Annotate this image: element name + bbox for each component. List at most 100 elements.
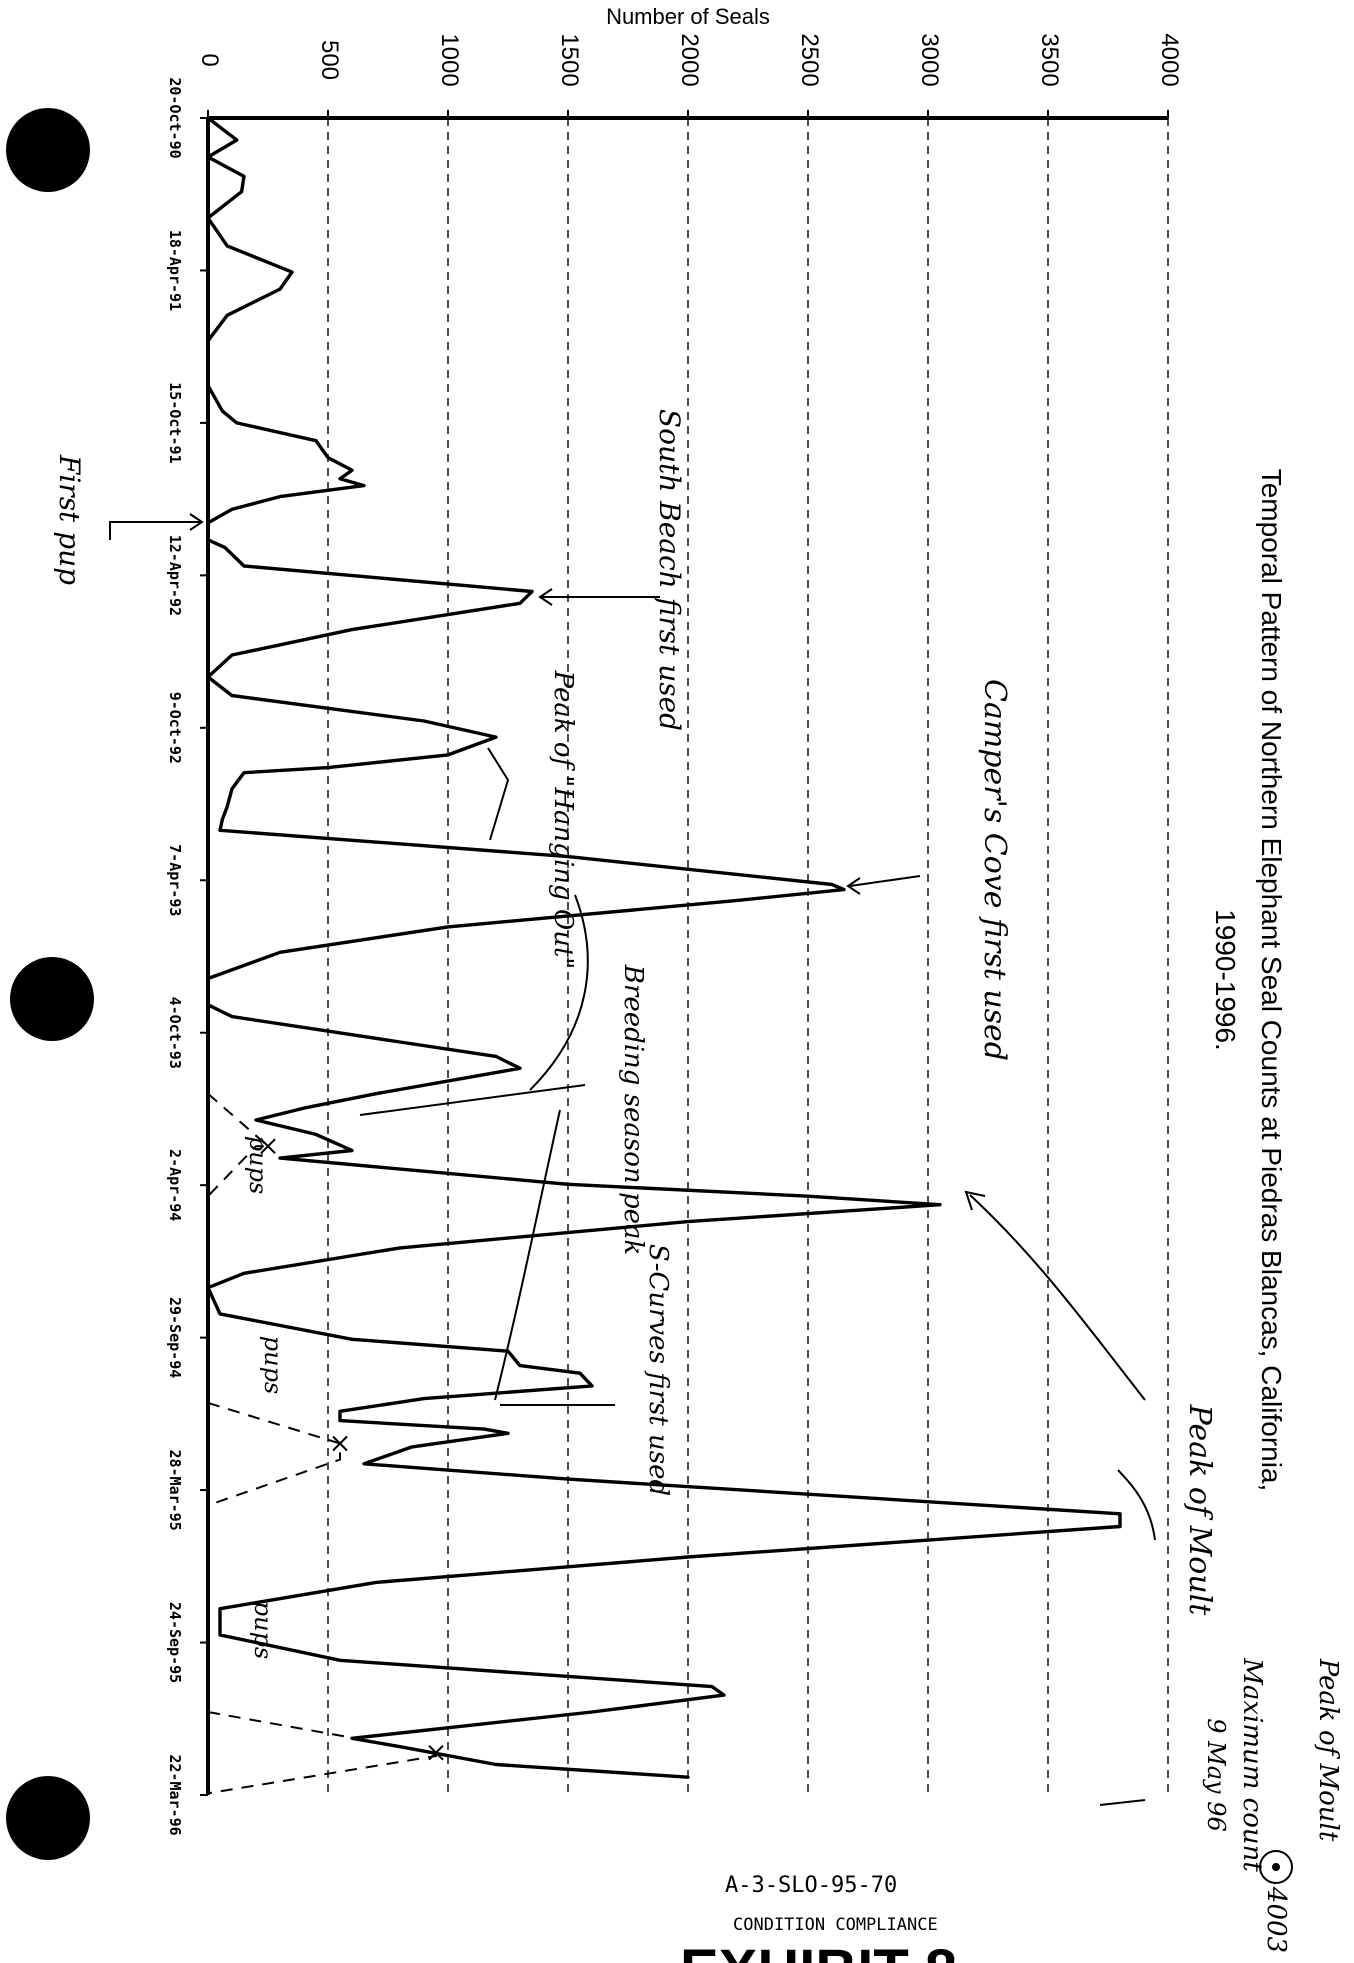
stamp-condition: CONDITION COMPLIANCE (733, 1915, 938, 1935)
y-tick-label-4000: 4000 (1156, 33, 1183, 86)
grid-layer (327, 118, 1169, 1795)
x-tick-label-18-Apr-91: 18-Apr-91 (166, 230, 184, 311)
y-tick-label-1000: 1000 (436, 33, 463, 86)
x-tick-group-15-Oct-91: 15-Oct-91 (166, 382, 184, 463)
chart-title-group: Temporal Pattern of Northern Elephant Se… (1256, 469, 1287, 1492)
binder-hole-icon (6, 108, 90, 192)
campers-cove-arrowhead (846, 877, 861, 895)
max-value-label: 4003 (1261, 1886, 1291, 1953)
south-beach-arrowhead (538, 588, 553, 606)
scurves-note: S-Curves first used (643, 1244, 673, 1496)
pups-dashed-line-2 (207, 1401, 341, 1507)
series-layer (206, 116, 1122, 1779)
x-tick-label-7-Apr-93: 7-Apr-93 (166, 844, 184, 916)
x-tick-group-12-Apr-92: 12-Apr-92 (166, 535, 184, 616)
pups-note-1: pups (244, 1136, 272, 1195)
moult-arrowhead (964, 1190, 986, 1211)
x-tick-label-9-Oct-92: 9-Oct-92 (166, 692, 184, 764)
x-tick-group-2-Apr-94: 2-Apr-94 (166, 1149, 184, 1221)
campers-cove-arrow (849, 875, 921, 887)
y-tick-label-3500: 3500 (1036, 33, 1063, 86)
pups-label-1: pups (244, 1136, 272, 1195)
breeding-note: Breeding season peak (618, 964, 648, 1255)
y-tick-group-0: 0 (196, 53, 223, 66)
pups-label-3: pups (249, 1601, 277, 1660)
hanging-out-arrow (487, 747, 510, 841)
y-tick-group-1500: 1500 (556, 33, 583, 86)
y-tick-group-2500: 2500 (796, 33, 823, 86)
max-arrow (1099, 1799, 1146, 1806)
x-tick-group-9-Oct-92: 9-Oct-92 (166, 692, 184, 764)
x-tick-group-7-Apr-93: 7-Apr-93 (166, 844, 184, 916)
moult-label: Peak of Moult (1182, 1404, 1217, 1617)
x-tick-label-4-Oct-93: 4-Oct-93 (166, 997, 184, 1069)
x-tick-group-24-Sep-95: 24-Sep-95 (166, 1602, 184, 1683)
x-tick-group-22-Mar-96: 22-Mar-96 (166, 1754, 184, 1835)
exhibit-label: EXHIBIT 8 (680, 1938, 957, 1963)
pups-dashed-line-3 (207, 1711, 437, 1795)
x-tick-label-12-Apr-92: 12-Apr-92 (166, 535, 184, 616)
stamp-case-number: A-3-SLO-95-70 (725, 1873, 897, 1898)
moult-arrow (969, 1194, 1146, 1401)
y-tick-label-0: 0 (196, 53, 223, 66)
max-date-label: 9 May 96 (1202, 1718, 1230, 1832)
axis-layer (206, 116, 1168, 1795)
y-tick-group-500: 500 (316, 40, 343, 80)
binder-hole-icon (10, 957, 94, 1041)
breeding-label: Breeding season peak (618, 964, 648, 1255)
pups-label-2: pups (259, 1336, 287, 1395)
y-tick-group-2000: 2000 (676, 33, 703, 86)
peak-moult-label: Peak of Moult (1313, 1658, 1343, 1842)
campers-cove-label: Camper's Cove first used (977, 679, 1012, 1061)
pups-peak-marker-2 (332, 1435, 348, 1452)
binder-hole-icon (6, 1776, 90, 1860)
chart-title: Temporal Pattern of Northern Elephant Se… (1256, 469, 1287, 1492)
x-tick-label-24-Sep-95: 24-Sep-95 (166, 1602, 184, 1683)
y-axis-title: Number of Seals (606, 4, 770, 29)
max-circle (1259, 1850, 1293, 1884)
pups-peak-marker-1 (260, 1138, 276, 1154)
y-tick-label-1500: 1500 (556, 33, 583, 86)
campers-cove-note: Camper's Cove first used (977, 679, 1012, 1061)
x-tick-label-20-Oct-90: 20-Oct-90 (166, 77, 184, 158)
x-tick-label-15-Oct-91: 15-Oct-91 (166, 382, 184, 463)
x-tick-group-18-Apr-91: 18-Apr-91 (166, 230, 184, 311)
pups-note-2: pups (259, 1336, 287, 1395)
series-line-1 (206, 116, 1122, 1779)
y-tick-label-2500: 2500 (796, 33, 823, 86)
y-tick-group-1000: 1000 (436, 33, 463, 86)
x-tick-group-28-Mar-95: 28-Mar-95 (166, 1449, 184, 1530)
x-tick-group-29-Sep-94: 29-Sep-94 (166, 1297, 184, 1378)
pups-dashed-line-1 (207, 1092, 271, 1197)
hanging-out-note: Peak of "Hanging Out" (548, 670, 578, 970)
first-pup-arrowhead (189, 513, 204, 531)
breeding-arrow-2 (494, 1109, 561, 1401)
x-tick-group-20-Oct-90: 20-Oct-90 (166, 77, 184, 158)
annotation-layer (109, 513, 1293, 1884)
moult-hook (1117, 1469, 1156, 1541)
first-pup-note: First pup (53, 454, 86, 585)
first-pup-label: First pup (53, 454, 86, 585)
moult-note: Peak of Moult (1182, 1404, 1217, 1617)
pups-note-3: pups (249, 1601, 277, 1660)
hanging-out-arrow-2 (529, 894, 589, 1091)
tick-layer: 0 500 1000 1500 2000 2500 3000 3500 4000 20-Oct-9… (166, 33, 1183, 1835)
x-tick-label-2-Apr-94: 2-Apr-94 (166, 1149, 184, 1221)
peak-moult-note: Peak of Moult (1313, 1658, 1343, 1842)
first-pup-arrow (109, 521, 200, 540)
max-date-note: 9 May 96 (1202, 1718, 1230, 1832)
pups-layer (207, 1092, 444, 1795)
x-tick-label-28-Mar-95: 28-Mar-95 (166, 1449, 184, 1530)
y-tick-label-2000: 2000 (676, 33, 703, 86)
scurves-label: S-Curves first used (643, 1244, 673, 1496)
x-tick-label-22-Mar-96: 22-Mar-96 (166, 1754, 184, 1835)
y-tick-group-3500: 3500 (1036, 33, 1063, 86)
max-value-note: 4003 (1261, 1886, 1291, 1953)
south-beach-note: South Beach first used (653, 409, 686, 731)
y-tick-group-3000: 3000 (916, 33, 943, 86)
y-tick-group-4000: 4000 (1156, 33, 1183, 86)
max-count-note: Maximum count (1237, 1657, 1267, 1872)
south-beach-label: South Beach first used (653, 409, 686, 731)
y-tick-label-500: 500 (316, 40, 343, 80)
